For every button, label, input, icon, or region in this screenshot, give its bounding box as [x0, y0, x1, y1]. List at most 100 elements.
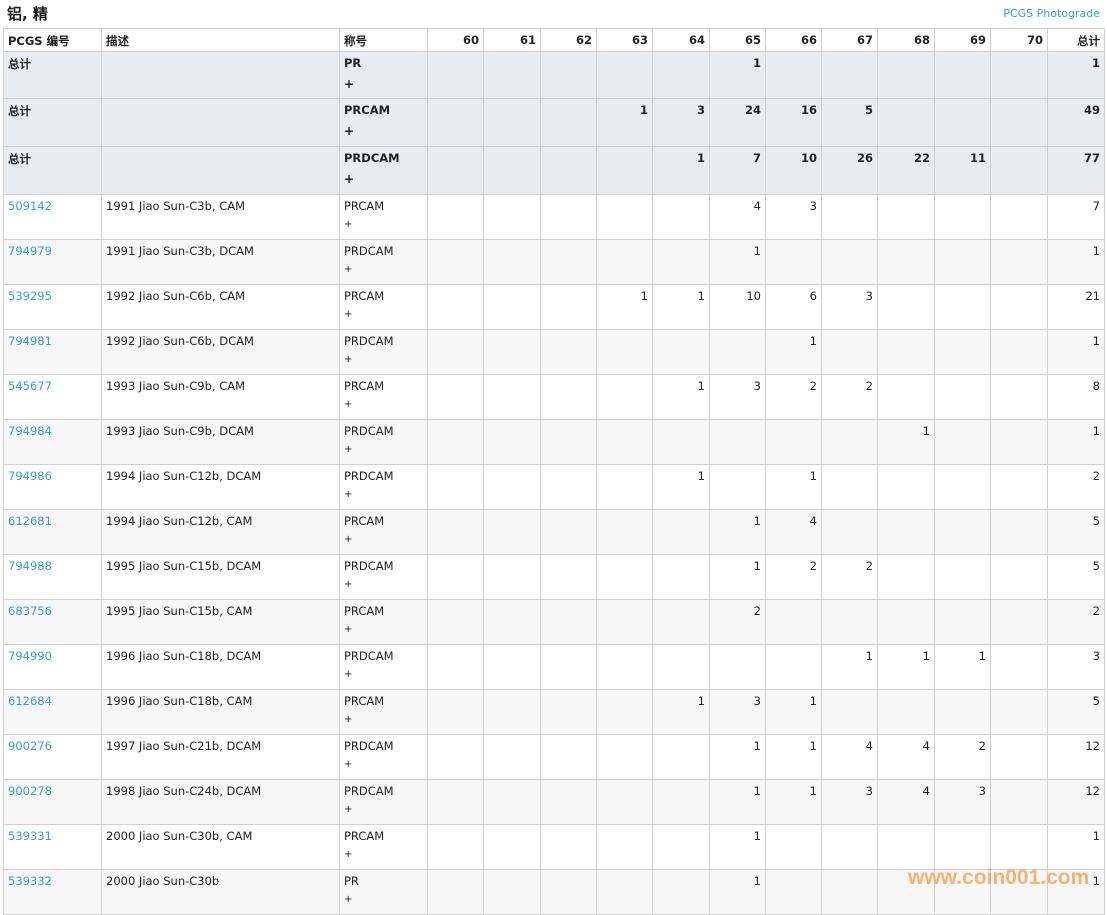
- table-row: 794984 1993 Jiao Sun-C9b, DCAM PRDCAM +1 1: [3, 419, 1105, 465]
- pcgs-number-link[interactable]: 539331: [8, 829, 52, 843]
- plus-grade-toggle[interactable]: +: [344, 624, 353, 635]
- grade-count-cell: [877, 194, 935, 240]
- plus-grade-toggle[interactable]: +: [344, 894, 353, 905]
- plus-grade-toggle[interactable]: +: [344, 124, 355, 138]
- plus-grade-toggle[interactable]: +: [344, 759, 353, 770]
- pcgs-number-link[interactable]: 539295: [8, 289, 52, 303]
- designation: PRCAM: [344, 694, 385, 708]
- pcgs-number-cell: 794986: [3, 464, 102, 510]
- pcgs-number-link[interactable]: 794986: [8, 469, 52, 483]
- grade-count-cell: [877, 51, 935, 99]
- grade-count-cell: [540, 419, 597, 465]
- grade-count-cell: [877, 374, 935, 420]
- grade-count-cell: [483, 689, 541, 735]
- pcgs-number-link[interactable]: 509142: [8, 199, 52, 213]
- column-header[interactable]: 总计: [1047, 28, 1105, 52]
- plus-grade-toggle[interactable]: +: [344, 579, 353, 590]
- pcgs-number-link[interactable]: 612681: [8, 514, 52, 528]
- grade-count-cell: [596, 329, 653, 375]
- column-header[interactable]: PCGS 编号: [3, 28, 102, 52]
- total-count-cell: 12: [1047, 779, 1105, 825]
- grade-count-cell: [821, 194, 878, 240]
- plus-grade-toggle[interactable]: +: [344, 399, 353, 410]
- column-header[interactable]: 63: [596, 28, 653, 52]
- column-header[interactable]: 描述: [101, 28, 340, 52]
- pcgs-number-link[interactable]: 545677: [8, 379, 52, 393]
- plus-grade-toggle[interactable]: +: [344, 77, 355, 91]
- column-header[interactable]: 64: [652, 28, 710, 52]
- grade-count-cell: [990, 779, 1048, 825]
- grade-count-cell: 1: [821, 644, 878, 690]
- pcgs-number-link[interactable]: 794990: [8, 649, 52, 663]
- pcgs-number-link[interactable]: 612684: [8, 694, 52, 708]
- grade-count-cell: [540, 599, 597, 645]
- grade-count-cell: [652, 779, 710, 825]
- plus-grade-toggle[interactable]: +: [344, 804, 353, 815]
- column-header[interactable]: 60: [427, 28, 484, 52]
- grade-count-cell: [483, 98, 541, 147]
- grade-count-cell: 1: [765, 689, 822, 735]
- plus-grade-toggle[interactable]: +: [344, 669, 353, 680]
- grade-count-cell: [427, 239, 484, 285]
- plus-grade-toggle[interactable]: +: [344, 534, 353, 545]
- grade-count-cell: [483, 194, 541, 240]
- grade-count-cell: [877, 599, 935, 645]
- column-header[interactable]: 65: [709, 28, 766, 52]
- grade-count-cell: [877, 329, 935, 375]
- pcgs-number-cell: 900276: [3, 734, 102, 780]
- plus-grade-toggle[interactable]: +: [344, 489, 353, 500]
- column-header[interactable]: 68: [877, 28, 935, 52]
- column-header[interactable]: 67: [821, 28, 878, 52]
- plus-grade-toggle[interactable]: +: [344, 309, 353, 320]
- pcgs-number-cell: 683756: [3, 599, 102, 645]
- plus-grade-toggle[interactable]: +: [344, 264, 353, 275]
- pcgs-photograde-link[interactable]: PCGS Photograde: [1003, 7, 1100, 20]
- description: 1996 Jiao Sun-C18b, DCAM: [106, 649, 262, 663]
- description: 1992 Jiao Sun-C6b, DCAM: [106, 334, 254, 348]
- table-row: 545677 1993 Jiao Sun-C9b, CAM PRCAM +1 3 2 2 8: [3, 374, 1105, 420]
- grade-count-cell: 2: [765, 554, 822, 600]
- pcgs-number-link[interactable]: 794988: [8, 559, 52, 573]
- pcgs-number-link[interactable]: 539332: [8, 874, 52, 888]
- pcgs-number-link[interactable]: 794984: [8, 424, 52, 438]
- pcgs-number-link[interactable]: 900276: [8, 739, 52, 753]
- table-row: 612681 1994 Jiao Sun-C12b, CAM PRCAM +1 4 5: [3, 509, 1105, 555]
- grade-count-cell: [540, 284, 597, 330]
- plus-grade-toggle[interactable]: +: [344, 849, 353, 860]
- column-header[interactable]: 70: [990, 28, 1048, 52]
- grade-count-cell: [821, 464, 878, 510]
- pcgs-number-link[interactable]: 900278: [8, 784, 52, 798]
- description: 1995 Jiao Sun-C15b, DCAM: [106, 559, 262, 573]
- pcgs-number-cell: 539332: [3, 869, 102, 915]
- total-count-cell: 8: [1047, 374, 1105, 420]
- column-header[interactable]: 69: [934, 28, 991, 52]
- designation-cell: PRDCAM +: [339, 329, 428, 375]
- grade-count-cell: [596, 599, 653, 645]
- column-header[interactable]: 称号: [339, 28, 428, 52]
- column-header[interactable]: 62: [540, 28, 597, 52]
- description: 1998 Jiao Sun-C24b, DCAM: [106, 784, 262, 798]
- plus-grade-toggle[interactable]: +: [344, 354, 353, 365]
- grade-count-cell: [652, 194, 710, 240]
- plus-grade-toggle[interactable]: +: [344, 444, 353, 455]
- grade-count-cell: [652, 239, 710, 285]
- total-count-cell: 1: [1047, 419, 1105, 465]
- pcgs-number-link[interactable]: 683756: [8, 604, 52, 618]
- grade-count-cell: [596, 689, 653, 735]
- pcgs-number-link[interactable]: 794979: [8, 244, 52, 258]
- plus-grade-toggle[interactable]: +: [344, 714, 353, 725]
- watermark: www.coin001.com: [908, 866, 1090, 889]
- population-table: PCGS 编号 描述 称号 60 61 62 63 64 65 66 67 68 69 70 总计 总计 PR…: [3, 28, 1105, 915]
- description: 1996 Jiao Sun-C18b, CAM: [106, 694, 253, 708]
- grade-count-cell: 7: [709, 146, 766, 195]
- plus-grade-toggle[interactable]: +: [344, 219, 353, 230]
- column-header[interactable]: 66: [765, 28, 822, 52]
- section-title: 铝, 精: [7, 5, 48, 23]
- pcgs-number-cell: 539331: [3, 824, 102, 870]
- designation-cell: PRCAM +: [339, 284, 428, 330]
- plus-grade-toggle[interactable]: +: [344, 172, 355, 186]
- column-header[interactable]: 61: [483, 28, 541, 52]
- grade-count-cell: [427, 419, 484, 465]
- pcgs-number-link[interactable]: 794981: [8, 334, 52, 348]
- grade-count-cell: [427, 329, 484, 375]
